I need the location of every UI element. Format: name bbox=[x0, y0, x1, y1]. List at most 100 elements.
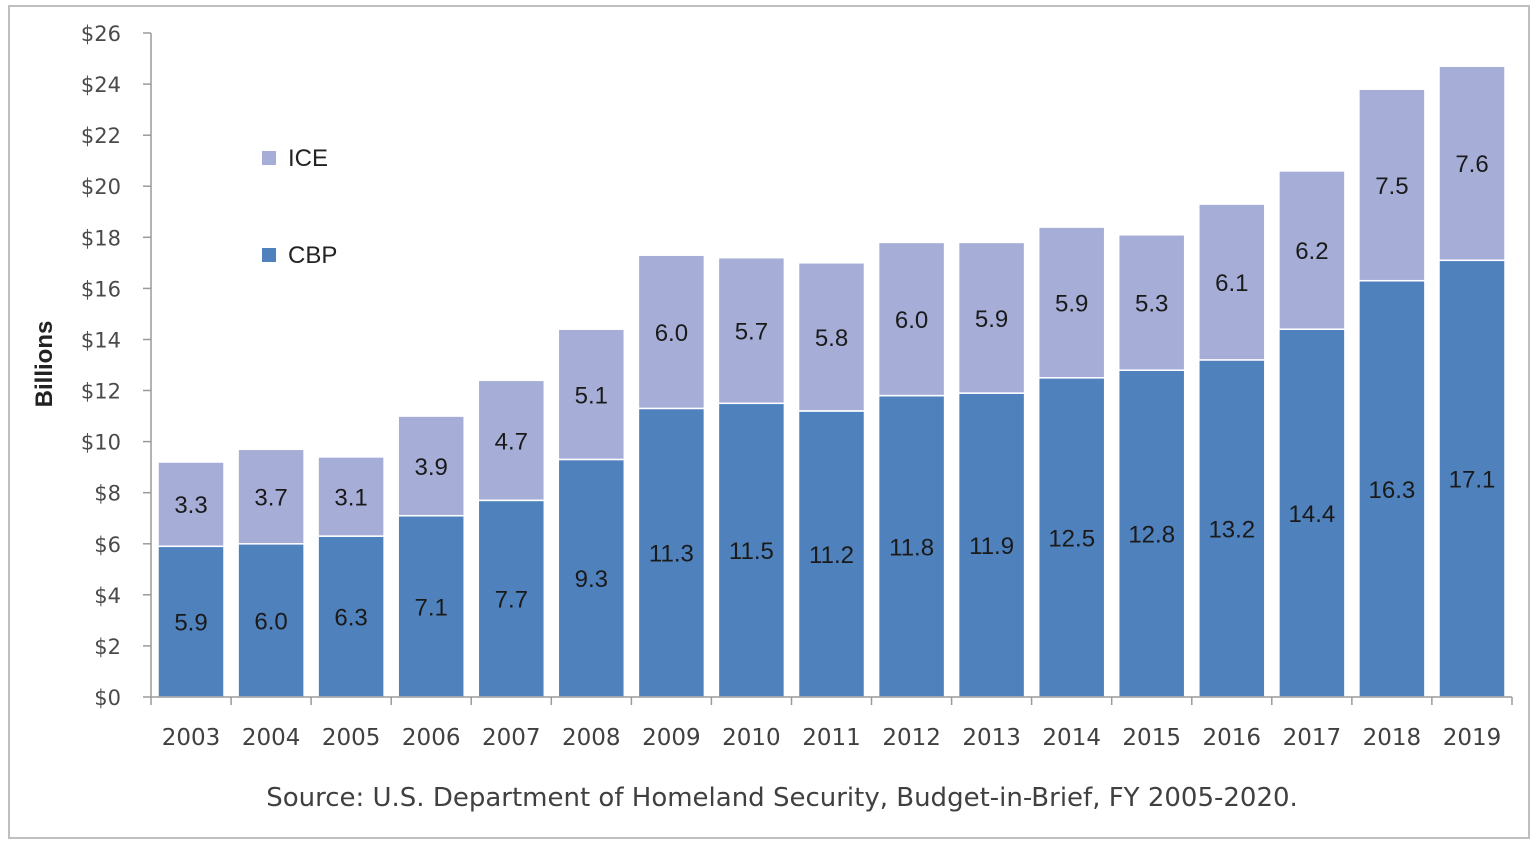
y-tick-label: $16 bbox=[81, 277, 121, 301]
value-label-cbp-2004: 6.0 bbox=[254, 608, 287, 635]
legend: ICE CBP bbox=[262, 145, 337, 269]
value-label-ice-2005: 3.1 bbox=[334, 485, 367, 512]
y-tick-label: $0 bbox=[94, 686, 121, 710]
legend-cbp-swatch bbox=[262, 248, 276, 262]
x-tick-label-2009: 2009 bbox=[642, 725, 701, 751]
bar-ice-2019 bbox=[1438, 65, 1506, 262]
value-label-cbp-2019: 17.1 bbox=[1449, 467, 1496, 494]
y-tick-label: $6 bbox=[94, 533, 121, 557]
bars-layer bbox=[157, 65, 1506, 698]
legend-ice-swatch bbox=[262, 151, 276, 165]
source-note: Source: U.S. Department of Homeland Secu… bbox=[266, 783, 1298, 813]
bar-cbp-2010 bbox=[717, 402, 786, 698]
value-label-ice-2010: 5.7 bbox=[735, 319, 768, 346]
bar-ice-2006 bbox=[397, 415, 465, 517]
value-label-cbp-2012: 11.8 bbox=[889, 534, 934, 561]
bar-ice-2003 bbox=[157, 461, 225, 548]
bar-cbp-2003 bbox=[157, 545, 225, 698]
legend-cbp-label: CBP bbox=[288, 242, 337, 269]
value-label-ice-2003: 3.3 bbox=[174, 492, 207, 519]
x-tick-label-2011: 2011 bbox=[802, 725, 861, 751]
value-label-ice-2004: 3.7 bbox=[254, 485, 287, 512]
value-label-ice-2013: 5.9 bbox=[975, 306, 1008, 333]
value-label-ice-2008: 5.1 bbox=[575, 382, 608, 409]
y-tick-label: $14 bbox=[81, 329, 121, 353]
x-tick-label-2015: 2015 bbox=[1122, 725, 1181, 751]
bar-cbp-2017 bbox=[1278, 328, 1346, 698]
bar-ice-2010 bbox=[717, 256, 786, 405]
value-label-cbp-2014: 12.5 bbox=[1048, 525, 1095, 552]
bar-cbp-2007 bbox=[477, 499, 546, 698]
bar-cbp-2016 bbox=[1198, 359, 1266, 698]
bar-cbp-2012 bbox=[877, 394, 946, 698]
y-tick-label: $2 bbox=[94, 635, 121, 659]
y-tick-label: $18 bbox=[81, 226, 121, 250]
bar-ice-2018 bbox=[1358, 88, 1426, 282]
y-tick-label: $26 bbox=[81, 22, 121, 46]
value-label-ice-2018: 7.5 bbox=[1375, 173, 1408, 200]
bar-ice-2013 bbox=[957, 241, 1026, 394]
value-label-cbp-2005: 6.3 bbox=[334, 605, 367, 632]
value-label-cbp-2006: 7.1 bbox=[415, 594, 448, 621]
value-label-cbp-2013: 11.9 bbox=[969, 533, 1014, 560]
x-tick-label-2007: 2007 bbox=[482, 725, 541, 751]
value-label-cbp-2018: 16.3 bbox=[1369, 477, 1416, 504]
y-tick-label: $24 bbox=[81, 73, 121, 97]
bar-cbp-2011 bbox=[797, 410, 866, 698]
bar-cbp-2014 bbox=[1037, 377, 1106, 698]
x-tick-label-2006: 2006 bbox=[402, 725, 461, 751]
value-label-ice-2006: 3.9 bbox=[415, 454, 448, 481]
bar-ice-2017 bbox=[1278, 170, 1346, 330]
y-tick-label: $20 bbox=[81, 175, 121, 199]
bar-ice-2008 bbox=[557, 328, 626, 461]
value-label-ice-2016: 6.1 bbox=[1215, 270, 1248, 297]
bar-cbp-2004 bbox=[237, 543, 305, 698]
y-tick-label: $4 bbox=[94, 584, 121, 608]
value-label-cbp-2009: 11.3 bbox=[649, 541, 694, 568]
x-tick-label-2010: 2010 bbox=[722, 725, 781, 751]
axes-layer: $0 $2 $4 $6 $8 $10 $12 $14 $16 $18 $20 $22 $24 $26 200… bbox=[81, 22, 1513, 751]
value-labels-layer: 5.9 3.3 6.0 3.7 6.3 3.1 7.1 3.9 7.7 4.7 9.3 5.1 11.3… bbox=[174, 151, 1495, 637]
y-tick-label: $12 bbox=[81, 380, 121, 404]
x-tick-label-2018: 2018 bbox=[1363, 725, 1422, 751]
x-tick-label-2016: 2016 bbox=[1203, 725, 1262, 751]
value-label-ice-2017: 6.2 bbox=[1295, 238, 1328, 265]
bar-ice-2014 bbox=[1037, 226, 1106, 379]
x-tick-label-2004: 2004 bbox=[242, 725, 301, 751]
y-axis-title: Billions bbox=[31, 321, 58, 408]
value-label-cbp-2015: 12.8 bbox=[1128, 522, 1175, 549]
value-label-cbp-2011: 11.2 bbox=[809, 542, 854, 569]
bar-ice-2005 bbox=[317, 456, 385, 537]
bar-ice-2015 bbox=[1117, 234, 1186, 371]
bar-cbp-2015 bbox=[1117, 369, 1186, 698]
value-label-ice-2012: 6.0 bbox=[895, 307, 928, 334]
value-label-cbp-2017: 14.4 bbox=[1289, 501, 1336, 528]
bar-ice-2004 bbox=[237, 448, 305, 545]
x-tick-label-2013: 2013 bbox=[962, 725, 1021, 751]
x-tick-label-2008: 2008 bbox=[562, 725, 621, 751]
y-tick-label: $8 bbox=[94, 482, 121, 506]
value-label-cbp-2016: 13.2 bbox=[1208, 516, 1255, 543]
value-label-ice-2009: 6.0 bbox=[655, 320, 688, 347]
y-tick-label: $22 bbox=[81, 124, 121, 148]
bar-cbp-2005 bbox=[317, 535, 385, 698]
x-tick-label-2019: 2019 bbox=[1443, 725, 1502, 751]
x-tick-label-2003: 2003 bbox=[162, 725, 221, 751]
value-label-cbp-2010: 11.5 bbox=[729, 538, 774, 565]
value-label-ice-2019: 7.6 bbox=[1455, 151, 1488, 178]
x-tick-label-2017: 2017 bbox=[1283, 725, 1342, 751]
value-label-cbp-2003: 5.9 bbox=[174, 610, 207, 637]
x-tick-label-2005: 2005 bbox=[322, 725, 381, 751]
bar-cbp-2008 bbox=[557, 458, 626, 698]
value-label-ice-2011: 5.8 bbox=[815, 325, 848, 352]
bar-ice-2012 bbox=[877, 241, 946, 397]
value-label-ice-2007: 4.7 bbox=[495, 428, 528, 455]
value-label-ice-2015: 5.3 bbox=[1135, 290, 1168, 317]
x-tick-label-2014: 2014 bbox=[1042, 725, 1101, 751]
bar-ice-2011 bbox=[797, 262, 866, 412]
bar-ice-2009 bbox=[637, 254, 706, 410]
value-label-ice-2014: 5.9 bbox=[1055, 290, 1088, 317]
x-tick-label-2012: 2012 bbox=[882, 725, 941, 751]
